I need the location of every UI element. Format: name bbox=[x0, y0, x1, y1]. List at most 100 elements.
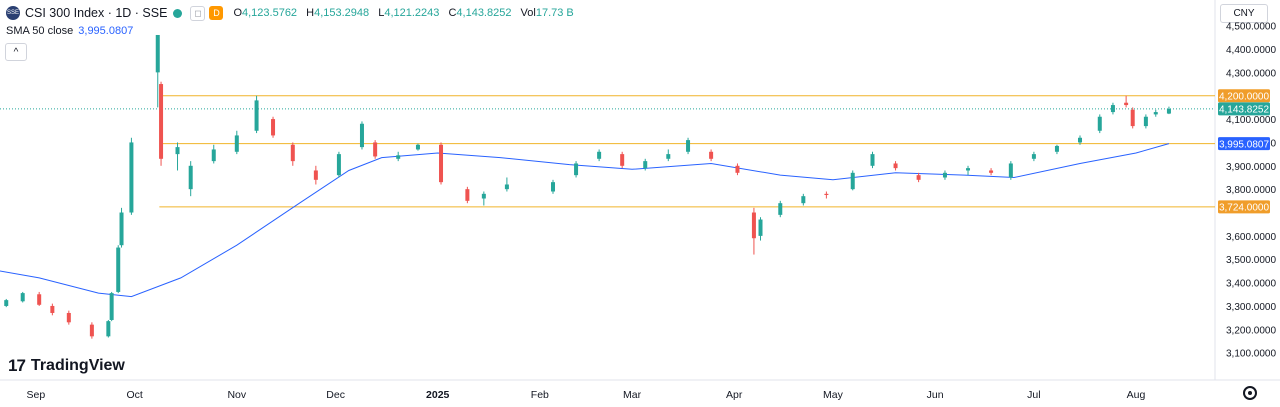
candle-body bbox=[129, 142, 134, 213]
candle-body bbox=[4, 300, 9, 306]
y-tick-label: 4,400.0000 bbox=[1226, 45, 1276, 56]
candle-body bbox=[290, 144, 295, 162]
level-4200-badge-bg bbox=[1218, 89, 1270, 103]
candle-body bbox=[870, 154, 875, 166]
candle-body bbox=[254, 100, 259, 131]
x-tick-label: Sep bbox=[27, 389, 46, 401]
sma-badge-bg bbox=[1218, 137, 1270, 151]
candle-body bbox=[735, 165, 740, 173]
sma-line bbox=[0, 143, 1170, 298]
candle-body bbox=[465, 189, 470, 201]
candle-body bbox=[709, 151, 714, 159]
candle-body bbox=[50, 305, 55, 313]
x-tick-label: Mar bbox=[623, 389, 642, 401]
x-tick-label: Nov bbox=[227, 389, 246, 401]
chart-legend: SSE CSI 300 Index · 1D · SSE ◻ D O4,123.… bbox=[6, 5, 580, 21]
close-label: C bbox=[448, 7, 457, 19]
x-tick-label: Jun bbox=[927, 389, 944, 401]
x-tick-label: Jul bbox=[1027, 389, 1040, 401]
candle-body bbox=[620, 154, 625, 166]
y-tick-label: 3,900.0000 bbox=[1226, 162, 1276, 173]
candle-body bbox=[1110, 105, 1115, 113]
candle-body bbox=[893, 163, 898, 169]
candle-body bbox=[415, 144, 420, 150]
candle-body bbox=[666, 154, 671, 159]
low-value: 4,121.2243 bbox=[384, 7, 440, 19]
candle-body bbox=[20, 293, 25, 302]
volume-label: Vol bbox=[520, 7, 536, 19]
y-tick-label: 3,800.0000 bbox=[1226, 185, 1276, 196]
candle-body bbox=[778, 203, 783, 215]
candle-body bbox=[1143, 116, 1148, 127]
tradingview-logo[interactable]: 17 TradingView bbox=[8, 356, 125, 376]
x-tick-label: May bbox=[823, 389, 844, 401]
y-tick-label: 3,600.0000 bbox=[1226, 232, 1276, 243]
y-tick-label: 4,300.0000 bbox=[1226, 68, 1276, 79]
candle-body bbox=[106, 321, 111, 337]
y-tick-label: 3,400.0000 bbox=[1226, 279, 1276, 290]
candle-body bbox=[686, 140, 691, 152]
candle-body bbox=[758, 219, 763, 236]
candle-body bbox=[916, 175, 921, 180]
candle-body bbox=[159, 84, 164, 159]
x-tick-label: Feb bbox=[531, 389, 549, 401]
candle-body bbox=[481, 193, 486, 199]
tradingview-logo-mark: 17 bbox=[8, 356, 26, 375]
sma-legend[interactable]: SMA 50 close 3,995.0807 bbox=[6, 25, 133, 37]
candle-body bbox=[188, 165, 193, 190]
candle-body bbox=[1153, 112, 1158, 115]
open-label: O bbox=[233, 7, 242, 19]
y-tick-label: 3,300.0000 bbox=[1226, 302, 1276, 313]
candle-body bbox=[1124, 102, 1129, 106]
y-tick-label: 4,100.0000 bbox=[1226, 115, 1276, 126]
tradingview-logo-text: TradingView bbox=[30, 357, 125, 374]
symbol-logo: SSE bbox=[6, 6, 20, 20]
candle-body bbox=[359, 123, 364, 148]
candle-body bbox=[116, 247, 121, 292]
candle-body bbox=[824, 193, 829, 195]
candle-body bbox=[574, 163, 579, 176]
level-3724-badge-bg bbox=[1218, 200, 1270, 214]
x-tick-label: Aug bbox=[1127, 389, 1146, 401]
candle-body bbox=[211, 149, 216, 162]
level-3724-badge-text: 3,724.0000 bbox=[1219, 203, 1269, 214]
sma-badge-text: 3,995.0807 bbox=[1219, 139, 1269, 150]
candle-body bbox=[396, 155, 401, 159]
candle-body bbox=[1130, 109, 1135, 127]
sma-label: SMA 50 close bbox=[6, 25, 74, 37]
compare-icon[interactable]: ◻ bbox=[190, 5, 206, 21]
collapse-legend-button[interactable]: ^ bbox=[5, 43, 27, 61]
ohlc-values: O4,123.5762 H4,153.2948 L4,121.2243 C4,1… bbox=[233, 7, 579, 19]
x-tick-label: Dec bbox=[326, 389, 345, 401]
level-4200-badge-text: 4,200.0000 bbox=[1219, 92, 1269, 103]
market-status-icon bbox=[173, 8, 183, 18]
candle-body bbox=[155, 34, 160, 73]
y-tick-label: 4,500.0000 bbox=[1226, 22, 1276, 33]
x-tick-label: Apr bbox=[726, 389, 743, 401]
candle-body bbox=[1054, 145, 1059, 152]
symbol-title[interactable]: CSI 300 Index · 1D · SSE bbox=[25, 6, 168, 20]
candle-body bbox=[643, 161, 648, 169]
currency-button[interactable]: CNY bbox=[1220, 4, 1268, 23]
last-price-badge-text: 4,143.8252 bbox=[1219, 105, 1269, 116]
sma-value: 3,995.0807 bbox=[78, 25, 134, 37]
candle-body bbox=[234, 135, 239, 152]
candle-body bbox=[989, 170, 994, 173]
open-value: 4,123.5762 bbox=[242, 7, 298, 19]
candle-body bbox=[850, 172, 855, 190]
y-tick-label: 3,500.0000 bbox=[1226, 255, 1276, 266]
candle-body bbox=[597, 151, 602, 159]
candle-body bbox=[801, 196, 806, 204]
high-label: H bbox=[306, 7, 315, 19]
gear-icon[interactable] bbox=[1243, 386, 1257, 400]
candle-body bbox=[551, 182, 556, 192]
low-label: L bbox=[378, 7, 385, 19]
candle-body bbox=[1031, 154, 1036, 159]
candle-body bbox=[119, 212, 124, 246]
volume-value: 17.73 B bbox=[535, 7, 574, 19]
candle-body bbox=[89, 324, 94, 337]
last-price-badge-bg bbox=[1218, 102, 1270, 116]
candle-body bbox=[336, 154, 341, 176]
candle-body bbox=[109, 293, 114, 320]
